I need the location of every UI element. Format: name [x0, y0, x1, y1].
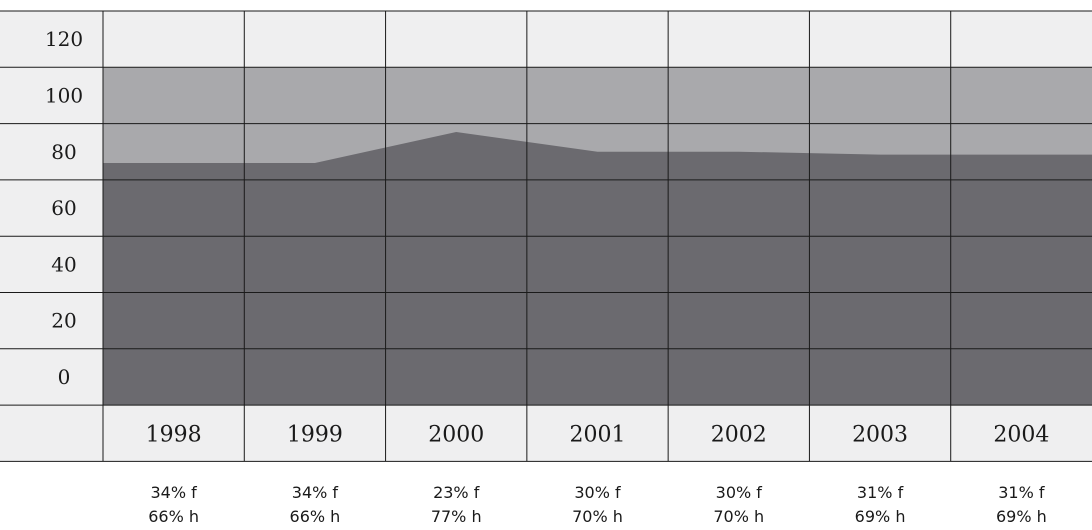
- x-category-label: 2004: [993, 422, 1049, 447]
- annotation-line1: 30% f: [716, 483, 763, 502]
- y-tick-label: 40: [51, 252, 76, 276]
- annotation-line1: 34% f: [292, 483, 339, 502]
- annotation-line2: 66% h: [148, 507, 199, 526]
- x-category-label: 1999: [287, 422, 343, 447]
- annotation-line1: 31% f: [857, 483, 904, 502]
- annotation-line1: 30% f: [574, 483, 621, 502]
- annotation-line2: 69% h: [996, 507, 1047, 526]
- x-category-label: 2001: [570, 422, 626, 447]
- annotation-line1: 23% f: [433, 483, 480, 502]
- annotation-line2: 69% h: [855, 507, 906, 526]
- y-tick-label: 80: [51, 140, 76, 164]
- x-category-label: 1998: [146, 422, 202, 447]
- y-tick-label: 60: [51, 196, 76, 220]
- annotation-line1: 31% f: [998, 483, 1045, 502]
- y-tick-label: 120: [45, 27, 83, 51]
- y-tick-label: 100: [45, 83, 83, 107]
- x-category-label: 2002: [711, 422, 767, 447]
- y-tick-label: 20: [51, 309, 76, 333]
- y-tick-label: 0: [58, 365, 71, 389]
- annotation-line2: 66% h: [290, 507, 341, 526]
- x-category-label: 2000: [428, 422, 484, 447]
- area-series-lower: [103, 132, 1092, 406]
- annotation-line2: 70% h: [572, 507, 623, 526]
- x-category-label: 2003: [852, 422, 908, 447]
- annotation-line2: 77% h: [431, 507, 482, 526]
- annotation-line1: 34% f: [151, 483, 198, 502]
- annotation-line2: 70% h: [713, 507, 764, 526]
